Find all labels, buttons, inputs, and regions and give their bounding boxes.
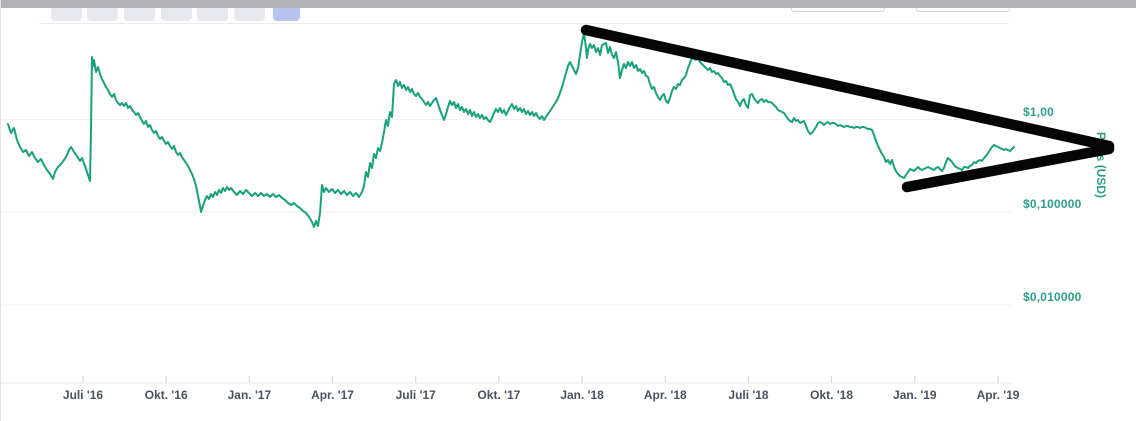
wedge-lower-trendline [901,143,1115,193]
chart-plot-area[interactable] [1,27,1011,383]
wedge-upper-trendline [580,24,1115,152]
window-edge-strip [1,0,1136,8]
toolbar-divider [39,23,1009,24]
price-line [7,32,1015,228]
